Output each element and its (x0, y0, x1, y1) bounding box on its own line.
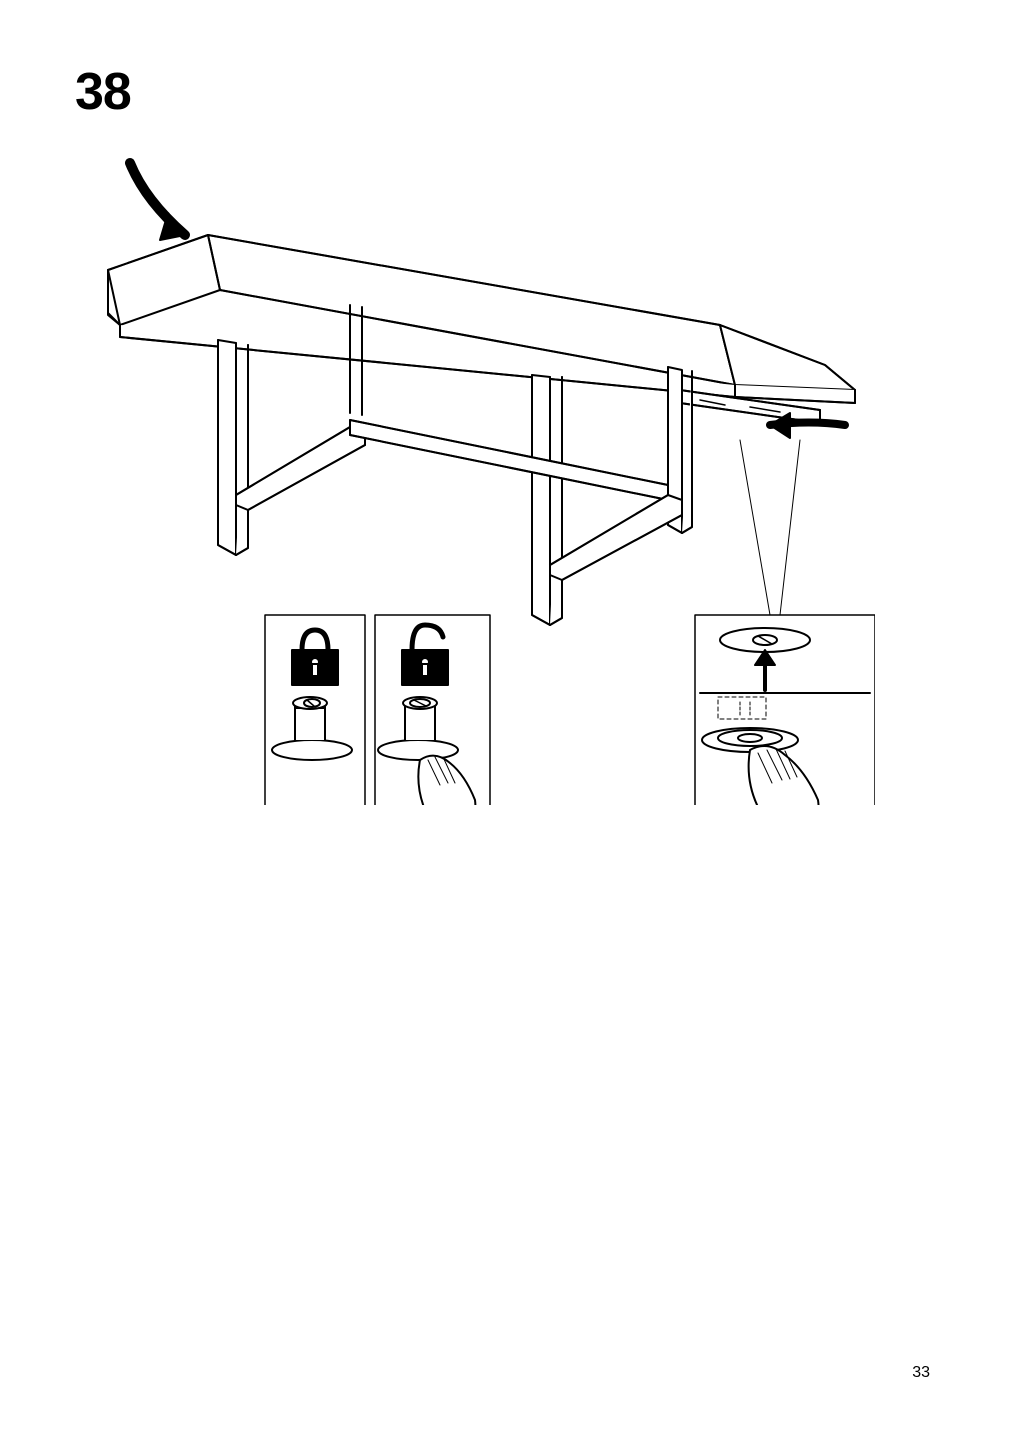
assembly-illustration (100, 145, 875, 805)
instruction-page: 38 (0, 0, 1012, 1432)
detail-locked (265, 615, 365, 805)
detail-unlocked (375, 615, 490, 805)
table (108, 235, 855, 625)
detail-pushup (695, 615, 875, 805)
step-number: 38 (75, 62, 131, 122)
arrow-left (130, 163, 185, 240)
page-number: 33 (912, 1364, 930, 1382)
